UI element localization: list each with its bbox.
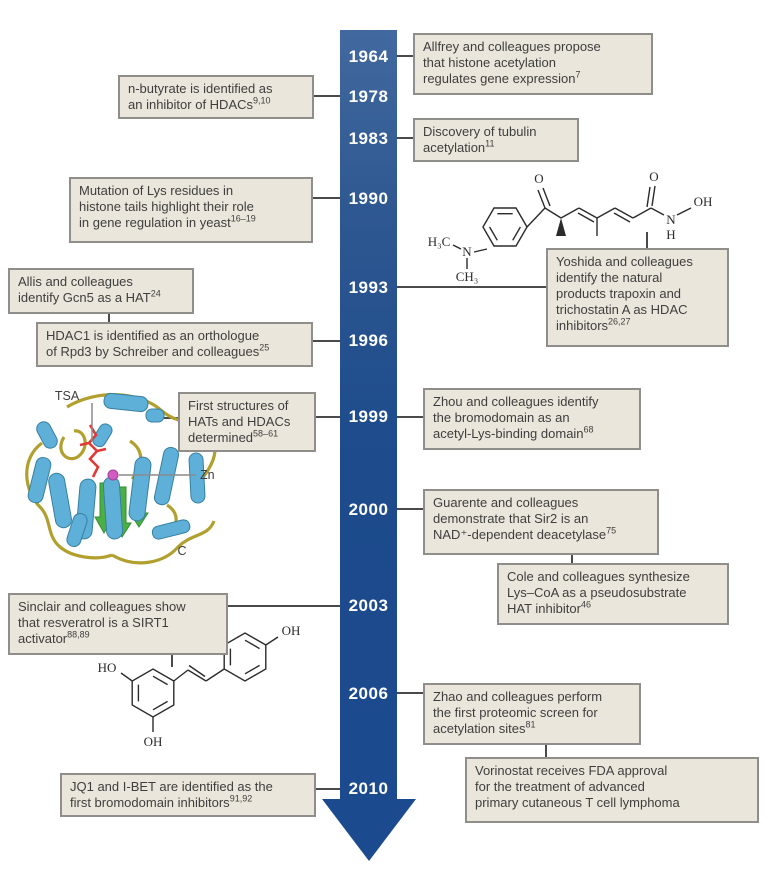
event-text: Cole and colleagues synthesize Lys–CoA a… — [507, 569, 690, 616]
timeline-bar — [340, 30, 397, 800]
alpha-helices — [27, 392, 206, 548]
connector-line — [397, 416, 423, 418]
pointer-lines — [91, 403, 196, 476]
connector-line — [571, 555, 573, 563]
event-text: n-butyrate is identified as an inhibitor… — [128, 81, 273, 112]
tsa-ligand — [79, 424, 107, 478]
connector-line — [171, 655, 173, 667]
atom-label-ho: HO — [98, 660, 117, 675]
year-1999: 1999 — [348, 407, 389, 426]
year-2000: 2000 — [348, 500, 389, 519]
reference-superscript: 91,92 — [229, 793, 253, 804]
connector-line — [312, 197, 340, 199]
timeline-arrowhead-icon — [322, 799, 416, 861]
event-box-guarente: Guarente and colleagues demonstrate that… — [423, 489, 659, 555]
event-box-allfrey: Allfrey and colleagues propose that hist… — [413, 33, 653, 95]
atom-label-oh: OH — [694, 194, 713, 209]
year-2010: 2010 — [348, 779, 389, 798]
label-zn: Zn — [200, 468, 215, 482]
year-1993: 1993 — [348, 278, 389, 297]
event-text: Mutation of Lys residues in histone tail… — [79, 183, 254, 230]
reference-superscript: 46 — [580, 599, 591, 610]
event-box-yoshida: Yoshida and colleagues identify the natu… — [546, 248, 729, 347]
atom-label-h3c: H₃C — [428, 234, 451, 249]
event-text: JQ1 and I-BET are identified as the firs… — [70, 779, 273, 810]
reference-superscript: 75 — [606, 525, 617, 536]
connector-line — [315, 788, 340, 790]
reference-superscript: 24 — [150, 288, 161, 299]
label-tsa: TSA — [55, 389, 80, 403]
year-1990: 1990 — [348, 189, 389, 208]
trichostatin-a-structure: O O OH N H H₃C N CH₃ — [428, 170, 713, 284]
atom-label-n-amine: N — [462, 244, 472, 259]
event-box-zhao: Zhao and colleagues perform the first pr… — [423, 683, 641, 745]
connector-line — [397, 286, 546, 288]
atom-label-h: H — [666, 227, 675, 242]
year-2006: 2006 — [348, 684, 389, 703]
connector-line — [397, 508, 423, 510]
connector-line — [545, 745, 547, 757]
atom-label-ch3: CH₃ — [456, 269, 479, 284]
event-text: Zhao and colleagues perform the first pr… — [433, 689, 603, 736]
event-box-cole: Cole and colleagues synthesize Lys–CoA a… — [497, 563, 729, 625]
reference-superscript: 11 — [485, 138, 495, 149]
zinc-ion — [107, 469, 119, 481]
event-box-tubulin: Discovery of tubulin acetylation11 — [413, 118, 579, 162]
event-box-lys-mutation: Mutation of Lys residues in histone tail… — [69, 177, 313, 243]
event-box-vorinostat: Vorinostat receives FDA approval for the… — [465, 757, 759, 823]
event-box-hdac1: HDAC1 is identified as an orthologue of … — [36, 322, 313, 367]
reference-superscript: 16–19 — [230, 213, 256, 224]
connector-line — [397, 55, 413, 57]
connector-line — [108, 313, 110, 322]
year-1978: 1978 — [348, 87, 389, 106]
atom-label-n-amide: N — [666, 212, 676, 227]
connector-line — [312, 340, 340, 342]
event-box-allis: Allis and colleagues identify Gcn5 as a … — [8, 268, 194, 314]
reference-superscript: 68 — [583, 424, 594, 435]
connector-line — [316, 416, 340, 418]
reference-superscript: 88,89 — [67, 629, 90, 640]
event-box-first-structures: First structures of HATs and HDACs deter… — [178, 392, 316, 452]
event-text: Guarente and colleagues demonstrate that… — [433, 495, 607, 542]
year-2003: 2003 — [348, 596, 389, 615]
reference-superscript: 9,10 — [253, 95, 271, 106]
event-text: Vorinostat receives FDA approval for the… — [475, 763, 680, 810]
reference-superscript: 81 — [525, 719, 536, 730]
event-text: HDAC1 is identified as an orthologue of … — [46, 328, 260, 359]
event-text: Zhou and colleagues identify the bromodo… — [433, 394, 599, 441]
connector-line — [227, 605, 340, 607]
event-text: Discovery of tubulin acetylation — [423, 124, 537, 155]
atom-label-o2: O — [649, 170, 658, 184]
reference-superscript: 7 — [575, 69, 581, 80]
event-box-zhou: Zhou and colleagues identify the bromodo… — [423, 388, 641, 450]
year-1996: 1996 — [348, 331, 389, 350]
connector-line — [397, 692, 423, 694]
event-box-jq1: JQ1 and I-BET are identified as the firs… — [60, 773, 316, 817]
connector-line — [397, 137, 413, 139]
atom-label-oh-bottom: OH — [144, 734, 163, 749]
connector-line — [313, 95, 340, 97]
event-text: Yoshida and colleagues identify the natu… — [556, 254, 693, 333]
event-text: Sinclair and colleagues show that resver… — [18, 599, 186, 646]
event-box-sinclair: Sinclair and colleagues show that resver… — [8, 593, 228, 655]
reference-superscript: 25 — [259, 342, 270, 353]
event-text: First structures of HATs and HDACs deter… — [188, 398, 291, 445]
event-text: Allfrey and colleagues propose that hist… — [423, 39, 601, 86]
wedge-bond — [556, 218, 566, 236]
atom-label-o1: O — [534, 171, 543, 186]
event-text: Allis and colleagues identify Gcn5 as a … — [18, 274, 151, 305]
atom-label-oh-top: OH — [282, 623, 301, 638]
event-box-n-butyrate: n-butyrate is identified as an inhibitor… — [118, 75, 314, 119]
reference-superscript: 58–61 — [253, 428, 279, 439]
label-c-terminus: C — [177, 544, 186, 558]
year-1983: 1983 — [348, 129, 389, 148]
reference-superscript: 26,27 — [608, 316, 631, 327]
year-1964: 1964 — [348, 47, 389, 66]
connector-line — [646, 232, 648, 248]
resveratrol-structure: HO OH OH — [98, 623, 301, 749]
